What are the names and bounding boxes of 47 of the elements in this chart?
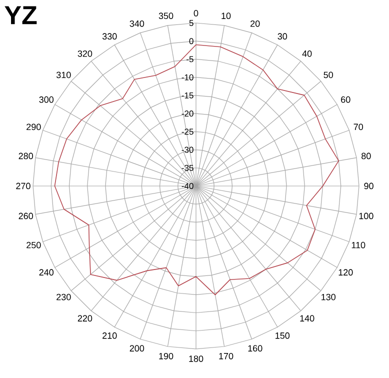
spoke-label: 150 [276, 332, 290, 339]
y-tick-label: 5 [189, 20, 194, 26]
spoke-label: 270 [16, 182, 30, 190]
spoke-label: 200 [130, 345, 144, 352]
y-tick-label: -25 [182, 128, 194, 135]
y-tick-label: -40 [182, 182, 194, 189]
spoke-label: 120 [338, 269, 353, 276]
spoke-label: 60 [341, 96, 350, 103]
spoke-label: 320 [78, 50, 92, 57]
y-tick-label: -35 [182, 164, 194, 171]
y-tick-label: -15 [182, 92, 194, 98]
y-tick-label: -20 [182, 110, 194, 117]
spoke-label: 100 [359, 212, 374, 220]
spoke-label: 160 [248, 345, 262, 352]
spoke-label: 20 [250, 20, 260, 27]
spoke-label: 310 [56, 72, 71, 78]
spoke-label: 10 [222, 12, 231, 20]
y-tick-label: -30 [182, 146, 194, 153]
spoke-label: 170 [219, 352, 234, 360]
spoke-label: 260 [18, 212, 34, 220]
spoke-label: 240 [39, 269, 54, 276]
spoke-label: 140 [300, 315, 314, 322]
spoke-label: 180 [189, 356, 204, 362]
spoke-label: 130 [322, 294, 336, 300]
chart-title: YZ [4, 6, 37, 24]
spoke-label: 30 [278, 33, 288, 40]
y-tick-label: -10 [182, 74, 194, 80]
spoke-label: 340 [130, 20, 144, 27]
spoke-label: 40 [302, 50, 312, 57]
spoke-label: 0 [194, 10, 198, 16]
spoke-label: 280 [18, 152, 34, 160]
spoke-label: 290 [26, 124, 41, 130]
spoke-label: 80 [362, 152, 371, 160]
spoke-label: 250 [26, 242, 41, 248]
spoke-label: 190 [159, 352, 174, 360]
spoke-label: 90 [364, 182, 374, 190]
spoke-label: 210 [102, 332, 117, 339]
spoke-label: 230 [56, 294, 71, 300]
spoke-label: 300 [39, 96, 54, 103]
spoke-label: 70 [354, 124, 364, 130]
spoke-label: 220 [78, 315, 92, 322]
spoke-label: 50 [324, 72, 334, 78]
spoke-label: 350 [158, 12, 174, 20]
y-tick-label: -5 [186, 56, 194, 62]
spoke-label: 110 [352, 242, 366, 248]
y-tick-label: 0 [189, 38, 194, 44]
spoke-label: 330 [102, 33, 117, 40]
